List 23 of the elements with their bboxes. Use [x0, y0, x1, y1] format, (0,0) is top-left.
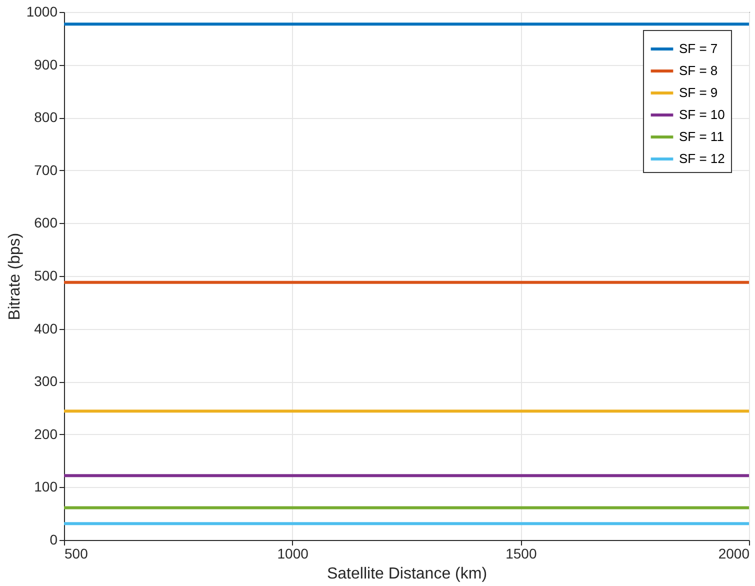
legend-label: SF = 9 — [679, 85, 718, 100]
legend-label: SF = 8 — [679, 63, 718, 78]
y-tick-label: 600 — [34, 214, 58, 231]
y-tick-label: 1000 — [26, 4, 58, 20]
y-tick-label: 700 — [34, 162, 58, 178]
y-tick-label: 300 — [34, 373, 58, 390]
x-tick-label: 2000 — [718, 546, 750, 562]
y-tick-label: 500 — [34, 268, 58, 284]
x-tick-label: 1500 — [506, 546, 537, 562]
x-axis-title: Satellite Distance (km) — [326, 566, 488, 582]
y-tick-label: 400 — [34, 320, 58, 336]
x-tick-label: 1000 — [277, 546, 309, 562]
y-tick-label: 800 — [34, 109, 58, 126]
y-tick-label: 200 — [34, 426, 58, 442]
legend-label: SF = 12 — [679, 151, 725, 166]
y-tick-label: 100 — [34, 478, 58, 495]
legend-label: SF = 10 — [679, 107, 725, 122]
legend-label: SF = 7 — [679, 41, 718, 56]
y-axis-title: Bitrate (bps) — [6, 232, 24, 320]
x-tick-label: 500 — [64, 546, 88, 562]
y-tick-label: 0 — [50, 532, 58, 548]
legend-label: SF = 11 — [679, 129, 724, 144]
y-tick-label: 900 — [34, 56, 58, 72]
